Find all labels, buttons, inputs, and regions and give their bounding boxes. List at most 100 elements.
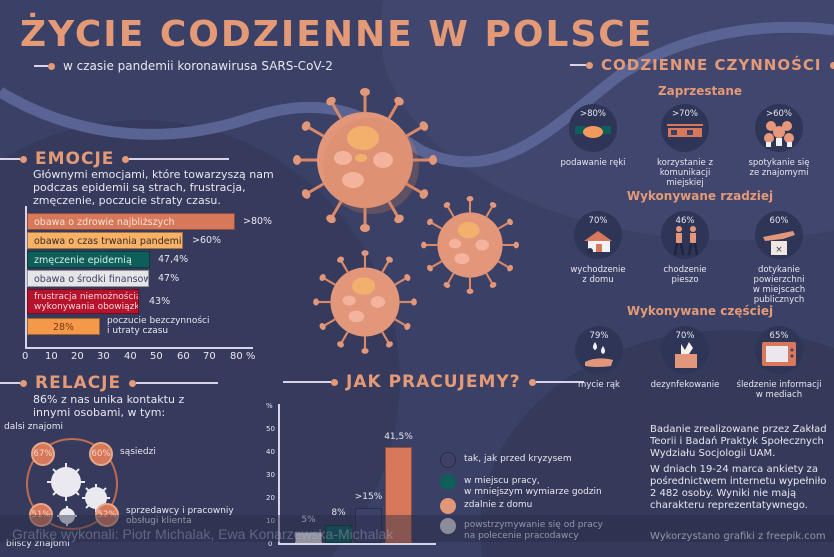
x-axis — [278, 543, 436, 545]
label-line: sprzedawcy i pracowniy — [126, 506, 234, 516]
x-tick: 20 — [71, 351, 84, 362]
praca-bar — [325, 525, 352, 543]
activity-item: 46% chodzenie pieszo — [640, 211, 730, 285]
praca-bars: 5% 8% >15% 41,5% — [280, 400, 434, 543]
activity-pct: 79% — [589, 331, 609, 341]
y-tick: 30 — [266, 471, 275, 479]
emocje-chart: obawa o zdrowie najbliższych >80% obawa … — [22, 206, 272, 362]
y-tick: 50 — [266, 425, 275, 433]
credit-text: Wykorzystano grafiki z freepik.com — [650, 531, 826, 542]
emocje-bar-label-line: frustracja niemożnością — [34, 292, 139, 302]
relacje-intro: 86% z nas unika kontaktu z innymi osobam… — [33, 393, 185, 419]
emocje-bar: zmęczenie epidemią — [27, 251, 150, 268]
legend-swatch — [440, 452, 456, 468]
label-line: i utraty czasu — [107, 326, 169, 336]
activity-label: dezynfekowanie — [650, 380, 720, 390]
legend-swatch — [440, 518, 456, 534]
emocje-bar: 28% — [27, 318, 100, 335]
heading-connector — [283, 378, 338, 386]
relacje-label: dalsi znajomi — [4, 422, 63, 432]
emocje-bar: obawa o zdrowie najbliższych — [27, 213, 235, 230]
activity-item: 70% wychodzenie z domu — [553, 211, 643, 285]
emocje-bar-value: 43% — [149, 296, 171, 307]
group-heading: Wykonywane rzadziej — [626, 189, 774, 203]
activity-pct: >70% — [671, 109, 698, 119]
svg-text:×: × — [775, 245, 783, 255]
activity-pct: >60% — [765, 109, 792, 119]
relacje-heading: RELACJE — [0, 373, 219, 393]
heading-connector — [829, 61, 834, 69]
activity-label: dotykanie powierzchni w miejscach publicz… — [752, 265, 806, 305]
heading-connector — [570, 61, 593, 69]
legend-item: powstrzymywanie się od pracy na polecenie… — [440, 518, 603, 542]
caption-bar — [0, 515, 834, 542]
praca-bar-value: 5% — [301, 515, 316, 525]
legend-label: tak, jak przed kryzysem — [464, 454, 572, 464]
hand-wash-icon: 79% — [575, 326, 623, 374]
x-tick: 70 — [203, 351, 216, 362]
praca-bar-value: >15% — [354, 492, 383, 502]
y-tick: 20 — [266, 494, 275, 502]
emocje-bar: frustracja niemożnością wykonywania obow… — [27, 289, 139, 314]
y-tick: 0 — [268, 540, 273, 548]
y-axis-unit: % — [266, 402, 273, 410]
y-axis — [25, 206, 27, 349]
emocje-bar-value: >80% — [243, 216, 273, 227]
praca-bar — [355, 508, 382, 543]
activity-pct: 70% — [588, 216, 608, 226]
x-tick: 30 — [97, 351, 110, 362]
heading-connector — [528, 378, 584, 386]
emocje-bar-value: 47,4% — [158, 254, 189, 265]
virus-illustration — [291, 86, 520, 355]
study-info: Badanie zrealizowane przez Zakład Teorii… — [650, 424, 827, 459]
emocje-bar: obawa o czas trwania pandemii — [27, 232, 183, 249]
activity-item: 79% mycie rąk — [554, 326, 644, 390]
handshake-icon: >80% — [569, 104, 617, 152]
activity-item: >60% spotykanie się ze znajomymi — [734, 104, 824, 178]
activity-pct: 65% — [769, 331, 789, 341]
walking-people-icon: 46% — [661, 211, 709, 259]
emocje-title: EMOCJE — [35, 149, 115, 169]
activity-item: 65% śledzenie informacji w mediach — [734, 326, 824, 400]
emocje-bar-label-line: wykonywania obowiązków — [34, 302, 139, 312]
praca-title: JAK PRACUJEMY? — [346, 372, 521, 392]
emocje-heading: EMOCJE — [0, 149, 230, 169]
touch-box-icon: 60% × — [755, 211, 803, 259]
legend-label: powstrzymywanie się od pracy na polecenie… — [464, 520, 603, 541]
praca-heading: JAK PRACUJEMY? — [283, 372, 584, 392]
y-axis — [278, 404, 280, 545]
activity-item: 60% × dotykanie powierzchni w miejscach p… — [734, 211, 824, 305]
legend-swatch — [440, 474, 456, 490]
emocje-intro: Głównymi emocjami, które towarzyszą nam … — [33, 168, 274, 207]
people-group-icon: >60% — [755, 104, 803, 152]
disinfect-icon: 70% — [661, 326, 709, 374]
relacje-diagram: 67% 60% 51% 52% dalsi znajomi sąsiedzi b… — [0, 420, 260, 555]
virus-cluster-icon — [47, 463, 110, 526]
heading-connector — [0, 379, 27, 387]
y-tick: 40 — [266, 448, 275, 456]
relacje-badge: 60% — [89, 442, 113, 466]
emocje-bar: obawa o środki finansowe — [27, 270, 149, 287]
praca-legend: tak, jak przed kryzysem w miejscu pracy,… — [440, 450, 640, 550]
activity-pct: 46% — [675, 216, 695, 226]
relacje-label: sąsiedzi — [120, 447, 156, 457]
x-axis — [25, 347, 253, 349]
x-tick: 10 — [45, 351, 58, 362]
heading-connector — [122, 155, 230, 163]
activity-pct: >80% — [579, 109, 606, 119]
activity-label: korzystanie z komunikacji miejskiej — [657, 158, 713, 188]
page-title: ŻYCIE CODZIENNE W POLSCE — [20, 14, 654, 55]
legend-label: w miejscu pracy, w mniejszym wymiarze god… — [464, 476, 602, 497]
activity-label: śledzenie informacji w mediach — [736, 380, 822, 400]
relacje-label: bliscy znajomi — [6, 539, 70, 549]
legend-item: w miejscu pracy, w mniejszym wymiarze god… — [440, 474, 602, 498]
relacje-title: RELACJE — [35, 373, 122, 393]
x-tick: 40 — [124, 351, 137, 362]
virus-icon — [420, 195, 520, 295]
x-tick: 60 — [177, 351, 190, 362]
legend-item: tak, jak przed kryzysem — [440, 452, 572, 468]
legend-swatch — [440, 498, 456, 514]
legend-label: zdalnie z domu — [464, 500, 533, 510]
czynnosci-title: CODZIENNE CZYNNOŚCI — [601, 56, 822, 74]
